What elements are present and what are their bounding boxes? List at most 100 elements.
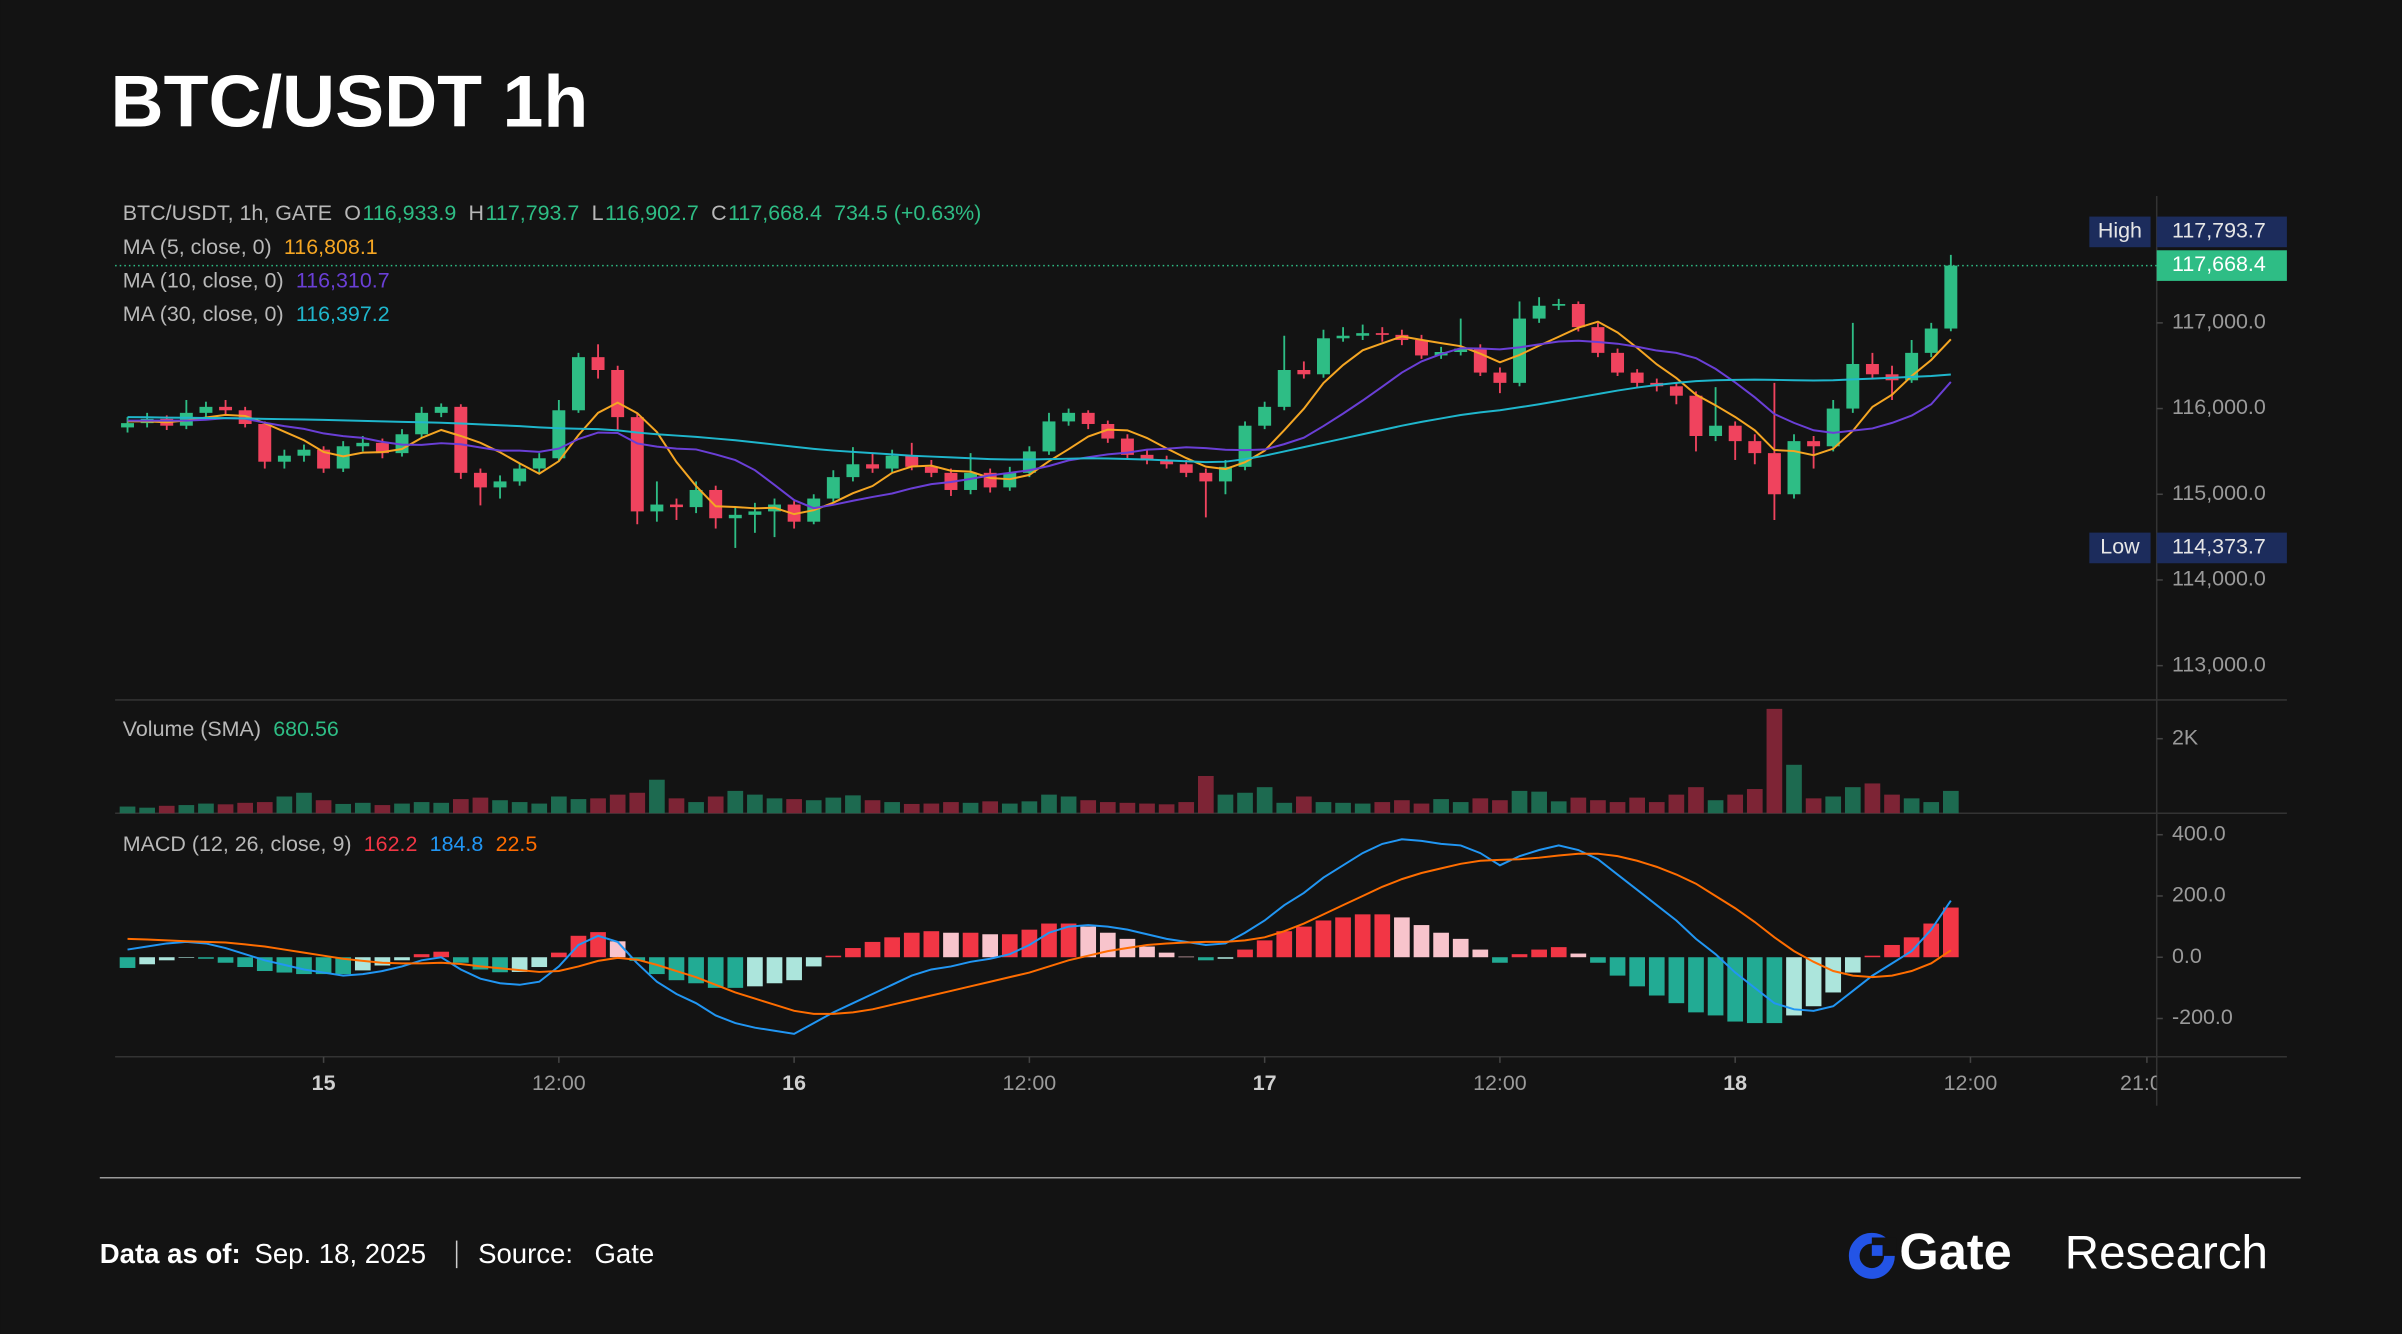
macd-histogram-bar — [1315, 920, 1332, 958]
page-title: BTC/USDT 1h — [111, 60, 589, 143]
volume-bar — [1217, 794, 1234, 814]
volume-bar — [119, 806, 136, 814]
volume-bar — [1394, 800, 1410, 814]
legend-value: 184.8 — [430, 832, 484, 856]
macd-histogram-bar — [1648, 957, 1665, 996]
candle-body — [1042, 421, 1056, 452]
volume-bar — [492, 800, 508, 814]
volume-bar — [707, 796, 724, 814]
macd-histogram-bar — [394, 957, 410, 961]
logo-suffix: Research — [2065, 1226, 2268, 1279]
volume-bar — [217, 804, 234, 814]
candle-body — [454, 406, 468, 473]
volume-bar — [609, 794, 626, 814]
volume-bar — [531, 803, 548, 814]
volume-bar — [1256, 787, 1273, 814]
candle-body — [1454, 348, 1468, 353]
candle-body — [1415, 340, 1428, 356]
footer-source-label: Source: — [478, 1238, 573, 1269]
macd-histogram-bar — [1550, 947, 1567, 958]
x-tick-label: 12:00 — [1473, 1071, 1527, 1095]
macd-histogram-bar — [1727, 957, 1744, 1022]
volume-bar — [472, 797, 489, 814]
macd-histogram-bar — [805, 957, 822, 967]
candle-body — [1218, 466, 1232, 482]
volume-bar — [296, 792, 312, 814]
macd-histogram-bar — [335, 957, 352, 975]
x-tick-label: 12:00 — [532, 1071, 586, 1095]
candle-body — [1611, 352, 1625, 373]
macd-histogram-bar — [766, 957, 783, 984]
candle-body — [1669, 386, 1683, 396]
macd-histogram-bar — [1943, 907, 1959, 958]
price-marker-value: 117,793.7 — [2172, 219, 2266, 243]
volume-bar — [178, 805, 195, 814]
candle-body — [1728, 425, 1742, 442]
price-marker-tag — [2156, 216, 2287, 248]
candle-body — [199, 406, 213, 413]
volume-bar — [1354, 803, 1371, 814]
macd-histogram-bar — [1178, 956, 1195, 958]
candle-body — [964, 472, 978, 490]
legend-key: C — [711, 201, 726, 225]
macd-histogram-bar — [1335, 917, 1351, 958]
macd-histogram-bar — [1884, 944, 1900, 958]
candle-body — [1375, 333, 1389, 335]
plot-area — [119, 254, 1959, 1035]
volume-bar — [198, 803, 214, 814]
macd-histogram-bar — [1256, 940, 1273, 958]
footer-source: Gate — [594, 1238, 654, 1269]
candle-body — [1767, 453, 1781, 495]
y-tick-label: 200.0 — [2172, 883, 2226, 907]
volume-bar — [1903, 798, 1920, 814]
macd-histogram-bar — [1590, 957, 1606, 963]
candle-body — [1846, 364, 1860, 409]
macd-histogram-bar — [707, 957, 724, 988]
candle-body — [179, 412, 193, 426]
macd-histogram-bar — [982, 934, 999, 958]
volume-bar — [1825, 796, 1842, 814]
volume-bar — [276, 796, 293, 814]
legend-entry: MA (5, close, 0) — [123, 235, 272, 259]
legend-key: H — [469, 201, 484, 225]
macd-histogram-bar — [1668, 957, 1685, 1004]
volume-bar — [139, 807, 155, 814]
volume-bar — [315, 800, 332, 814]
legend-entry: MACD (12, 26, close, 9) — [123, 832, 352, 856]
candle-body — [415, 412, 429, 435]
candle-body — [1924, 328, 1938, 353]
candle-body — [1258, 406, 1272, 426]
candle-body — [924, 466, 938, 473]
volume-bar — [1923, 802, 1940, 814]
macd-histogram-bar — [1080, 926, 1097, 958]
y-tick-label: 117,000.0 — [2172, 310, 2266, 334]
volume-bar — [1550, 801, 1567, 814]
candle-body — [1787, 441, 1801, 495]
macd-histogram-bar — [139, 957, 155, 965]
volume-bar — [511, 802, 528, 814]
macd-histogram-bar — [943, 932, 959, 958]
macd-histogram-bar — [1629, 957, 1645, 987]
candle-body — [1513, 318, 1526, 383]
volume-bar — [256, 802, 273, 814]
candle-body — [1532, 305, 1546, 319]
macd-histogram-bar — [1237, 949, 1253, 958]
volume-bar — [766, 798, 783, 814]
candle-body — [1709, 425, 1723, 436]
volume-bar — [1178, 802, 1195, 814]
macd-histogram-bar — [1394, 917, 1410, 958]
price-marker-name-box — [2089, 216, 2151, 248]
legend-value: 162.2 — [364, 832, 418, 856]
x-tick-label: 17 — [1253, 1071, 1277, 1095]
volume-bar — [1237, 792, 1253, 814]
macd-histogram-bar — [1746, 957, 1763, 1024]
legend-value: 117,668.4 — [728, 201, 822, 225]
candle-body — [611, 370, 625, 418]
candle-body — [121, 423, 135, 428]
volume-bar — [1060, 796, 1077, 814]
volume-bar — [805, 800, 822, 814]
macd-histogram-bar — [1060, 923, 1077, 958]
y-tick-label: 115,000.0 — [2172, 481, 2266, 505]
volume-bar — [668, 798, 685, 814]
macd-histogram-bar — [1158, 952, 1175, 958]
